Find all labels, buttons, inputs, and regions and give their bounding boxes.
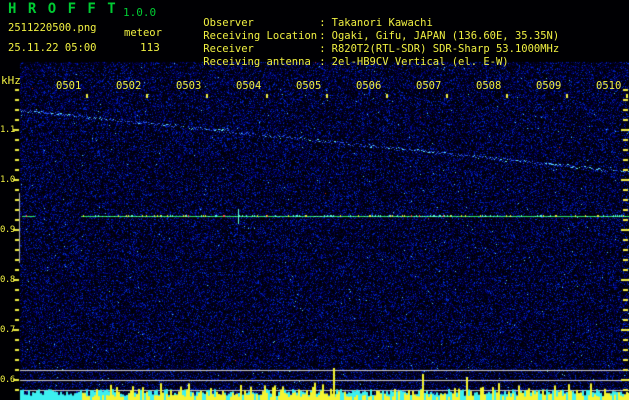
app-version: 1.0.0 (123, 6, 157, 19)
info-separator: : (319, 56, 326, 68)
info-label: Receiving Location (203, 30, 318, 42)
info-value: 2el-HB9CV Vertical (el. E-W) (331, 56, 509, 68)
x-tick-label: 0502 (116, 80, 142, 92)
y-tick-label: 1.0 (0, 175, 15, 185)
x-tick-label: 0501 (56, 80, 82, 92)
info-row-receiver: Receiver: R820T2(RTL-SDR) SDR-Sharp 53.10… (178, 30, 559, 69)
info-separator: : (319, 30, 326, 42)
y-tick-label: 0.9 (0, 225, 15, 235)
y-tick-label: 0.6 (0, 375, 15, 385)
x-tick-label: 0509 (536, 80, 562, 92)
info-label: Receiver (203, 43, 254, 55)
x-tick-label: 0504 (236, 80, 262, 92)
x-tick-label: 0510 (596, 80, 622, 92)
mode-label: meteor (124, 27, 162, 39)
info-value: Ogaki, Gifu, JAPAN (136.60E, 35.35N) (331, 30, 560, 42)
info-value: R820T2(RTL-SDR) SDR-Sharp 53.1000MHz (331, 43, 560, 55)
y-tick-label: 1.1 (0, 125, 15, 135)
info-row-location: Receiving Location: Ogaki, Gifu, JAPAN (1… (178, 17, 559, 56)
info-label: Receiving antenna (203, 56, 311, 68)
app-title: H R O F F T (8, 1, 118, 17)
y-tick-label: 0.7 (0, 325, 15, 335)
x-tick-label: 0507 (416, 80, 442, 92)
info-separator: : (319, 43, 326, 55)
output-filename: 2511220500.png (8, 22, 97, 34)
info-row-antenna: Receiving antenna:2el-HB9CV Vertical (el… (178, 43, 509, 82)
timestamp: 25.11.22 05:00 (8, 42, 97, 54)
x-tick-label: 0506 (356, 80, 382, 92)
echo-count: 113 (140, 41, 160, 54)
x-tick-label: 0508 (476, 80, 502, 92)
x-tick-label: 0503 (176, 80, 202, 92)
x-tick-label: 0505 (296, 80, 322, 92)
info-row-observer: Observer: Takanori Kawachi (178, 4, 433, 43)
y-tick-label: 0.8 (0, 275, 15, 285)
info-separator: : (319, 17, 326, 29)
info-value: Takanori Kawachi (331, 17, 433, 29)
y-axis-unit-label: kHz (1, 74, 21, 87)
info-label: Observer (203, 17, 254, 29)
